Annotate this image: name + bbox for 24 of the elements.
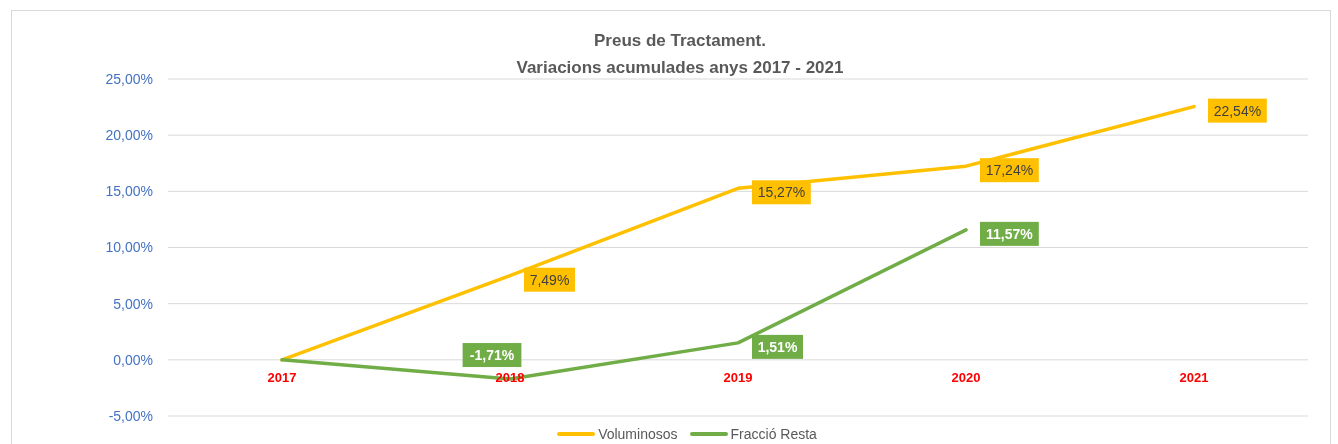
x-tick-label: 2020 <box>951 370 981 386</box>
x-tick-label: 2019 <box>723 370 753 386</box>
y-tick-label: 25,00% <box>105 70 153 87</box>
line-series <box>280 104 1196 362</box>
y-tick-label: 0,00% <box>113 351 153 368</box>
y-tick-label: -5,00% <box>108 407 153 424</box>
data-label: 22,54% <box>1213 102 1262 119</box>
x-tick-label: 2017 <box>267 370 297 386</box>
chart-subtitle: Variacions acumulades anys 2017 - 2021 <box>515 57 845 79</box>
legend-label: Fracció Resta <box>730 426 817 442</box>
data-label: 7,49% <box>529 271 570 288</box>
y-tick-label: 10,00% <box>105 239 153 256</box>
data-label: 15,27% <box>757 184 806 201</box>
y-tick-label: 20,00% <box>105 127 153 144</box>
data-label: 17,24% <box>985 162 1034 179</box>
chart-title: Preus de Tractament. <box>593 30 767 52</box>
data-label: -1,71% <box>469 347 515 364</box>
legend-label: Voluminosos <box>598 426 678 442</box>
y-tick-label: 15,00% <box>105 183 153 200</box>
data-label: 11,57% <box>986 225 1034 242</box>
x-tick-label: 2021 <box>1179 370 1209 386</box>
y-tick-label: 5,00% <box>113 295 153 312</box>
data-label: 1,51% <box>757 338 798 355</box>
x-tick-label: 2018 <box>495 370 525 386</box>
